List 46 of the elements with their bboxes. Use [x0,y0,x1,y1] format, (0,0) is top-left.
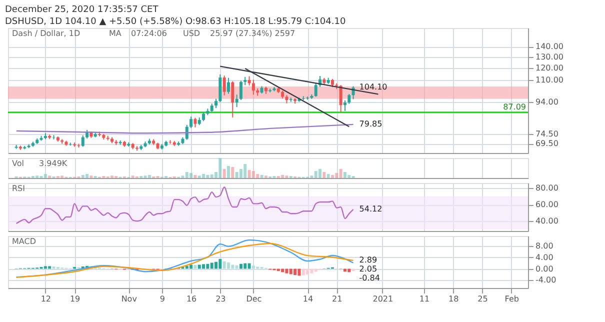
x-tick-label: Dec [246,294,262,304]
x-tick-label: 11 [419,294,430,304]
annotation: Vol [12,159,24,168]
x-tick-label: Feb [504,294,519,304]
x-tick-label: 19 [70,294,80,304]
y-tick-label: 140.00 [536,42,564,52]
y-tick-label: 94.00 [536,97,558,106]
x-tick-label: 25 [478,294,488,304]
annotation: MA [109,29,122,38]
x-tick-label: 21 [332,294,342,304]
annotation: Dash / Dollar, 1D [12,29,80,38]
x-tick-label: Nov [121,294,138,304]
annotation: 2.89 [359,255,378,264]
y-tick-label: 0.00 [536,264,554,274]
y-tick-label: 4.00 [536,252,554,262]
y-tick-label: 69.50 [536,139,558,148]
annotation: 3.949K [39,159,68,168]
annotation: MACD [12,237,36,246]
x-tick-label: 9 [160,294,165,304]
annotation: 2.05 [359,264,378,274]
y-tick-label: 60.00 [536,200,558,210]
y-tick-label: 74.50 [536,130,558,139]
y-tick-label: 8.00 [536,241,554,250]
annotation: RSI [12,184,25,193]
x-tick-label: 23 [216,294,226,304]
ref-line-label: 87.09 [503,102,526,112]
y-tick-label: 130.00 [536,52,564,62]
x-tick-label: 14 [302,294,314,304]
y-tick-label: 40.00 [536,216,558,226]
chart-title: December 25, 2020 17:35:57 CET [5,5,159,15]
y-tick-label: 110.00 [536,75,564,84]
x-tick-label: 12 [40,294,52,304]
annotation: 104.10 [359,82,388,92]
annotation: 07:24:06 [131,29,167,38]
y-tick-label: 80.00 [536,183,558,192]
y-tick-label: 120.00 [536,63,564,72]
x-tick-label: 16 [186,294,197,304]
annotation: 25.97 (27.34%) 2597 [210,29,296,38]
annotation: -0.84 [359,273,380,282]
x-tick-label: 2021 [372,294,394,304]
chart-subtitle: DSHUSD, 1D 104.10 ▲ +5.50 (+5.58%) O:98.63 H:105.18 L:95.79 C:104.10 [5,17,346,27]
x-tick-label: 18 [448,294,459,304]
annotation: 54.12 [359,204,382,214]
annotation: 79.85 [359,119,382,128]
y-tick-label: -4.00 [536,276,556,285]
annotation: USD [183,29,200,38]
